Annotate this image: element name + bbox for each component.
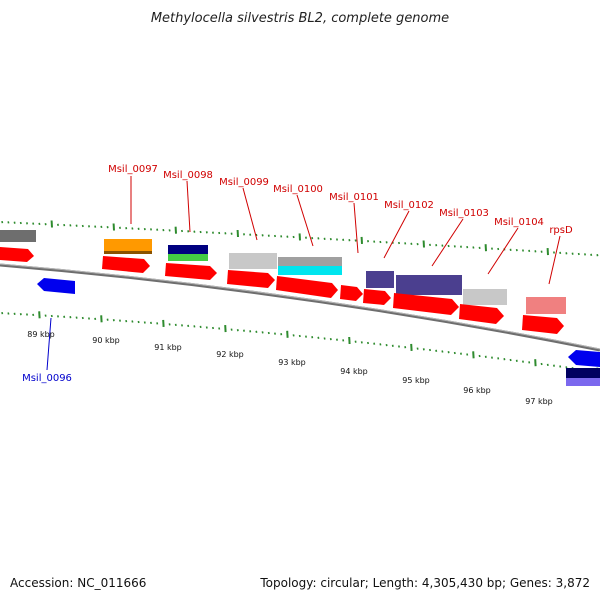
accession-text: Accession: NC_011666 <box>10 576 147 590</box>
gene-arrow-0099 <box>227 270 275 288</box>
gene-label-0101: Msil_0101 <box>329 192 379 203</box>
gene-label-group: Msil_0097 Msil_0098 Msil_0099 Msil_0100 … <box>22 164 573 384</box>
genome-backbone-highlight <box>0 263 600 350</box>
gene-arrow-0096 <box>37 278 75 294</box>
reverse-gene-arrows <box>37 278 600 367</box>
label-leader-lines <box>46 176 561 371</box>
genome-backbone <box>0 263 600 352</box>
leader-0103 <box>431 218 464 267</box>
gene-label-0097: Msil_0097 <box>108 164 158 175</box>
gene-label-0099: Msil_0099 <box>219 177 269 188</box>
outer-tick-track <box>1 220 599 257</box>
feature-box-orange-shadow <box>104 251 152 254</box>
feature-box-slate-2 <box>396 275 462 295</box>
gene-arrow-left-edge <box>0 247 34 262</box>
gene-arrow-0101 <box>340 285 363 301</box>
inner-tick-track <box>1 311 599 375</box>
gene-arrow-0098 <box>165 263 217 280</box>
gene-arrow-0097 <box>102 256 150 273</box>
gene-label-0096: Msil_0096 <box>22 373 72 384</box>
kbp-label-92: 92 kbp <box>216 350 244 359</box>
gene-label-0104: Msil_0104 <box>494 217 544 228</box>
gene-arrow-0103 <box>393 293 459 315</box>
feature-box-lavender-right <box>566 378 600 386</box>
map-title: Methylocella silvestris BL2, complete ge… <box>151 11 449 26</box>
feature-box-grey-left <box>0 230 36 242</box>
feature-box-grey-2 <box>278 257 342 266</box>
leader-0096 <box>46 317 52 371</box>
feature-box-orange <box>104 239 152 251</box>
feature-box-green <box>168 254 208 261</box>
gene-label-0098: Msil_0098 <box>163 170 213 181</box>
forward-gene-arrows <box>0 247 564 334</box>
feature-box-slate-1 <box>366 271 394 288</box>
kbp-label-90: 90 kbp <box>92 336 120 345</box>
kbp-label-89: 89 kbp <box>27 330 55 339</box>
feature-box-lightgrey-3 <box>463 289 507 305</box>
gene-label-0102: Msil_0102 <box>384 200 434 211</box>
kbp-label-94: 94 kbp <box>340 367 368 376</box>
leader-0102 <box>383 210 410 259</box>
leader-rpsd <box>548 235 561 285</box>
gene-arrow-0104 <box>459 304 504 324</box>
gene-arrow-rpsd <box>522 315 564 334</box>
leader-0104 <box>487 227 519 275</box>
kbp-label-97: 97 kbp <box>525 397 553 406</box>
gene-arrow-0100 <box>276 276 338 298</box>
leader-0100 <box>296 194 314 247</box>
gene-label-0100: Msil_0100 <box>273 184 323 195</box>
feature-row-top <box>0 230 600 386</box>
kbp-label-96: 96 kbp <box>463 386 491 395</box>
leader-0101 <box>353 202 359 254</box>
feature-box-lightgrey-1 <box>229 253 277 269</box>
genome-summary-text: Topology: circular; Length: 4,305,430 bp… <box>260 576 590 590</box>
feature-box-cyan <box>278 266 342 275</box>
leader-0099 <box>242 187 258 241</box>
leader-0098 <box>186 180 191 233</box>
gene-label-0103: Msil_0103 <box>439 208 489 219</box>
gene-arrow-0102 <box>363 289 391 305</box>
kbp-label-93: 93 kbp <box>278 358 306 367</box>
feature-box-pink <box>526 297 566 314</box>
feature-box-navy-right <box>566 368 600 378</box>
gene-arrow-right-edge <box>568 350 600 367</box>
kbp-label-group: 89 kbp 90 kbp 91 kbp 92 kbp 93 kbp 94 kb… <box>27 330 553 406</box>
kbp-label-91: 91 kbp <box>154 343 182 352</box>
feature-box-navy <box>168 245 208 254</box>
kbp-label-95: 95 kbp <box>402 376 430 385</box>
gene-label-rpsd: rpsD <box>549 225 573 236</box>
